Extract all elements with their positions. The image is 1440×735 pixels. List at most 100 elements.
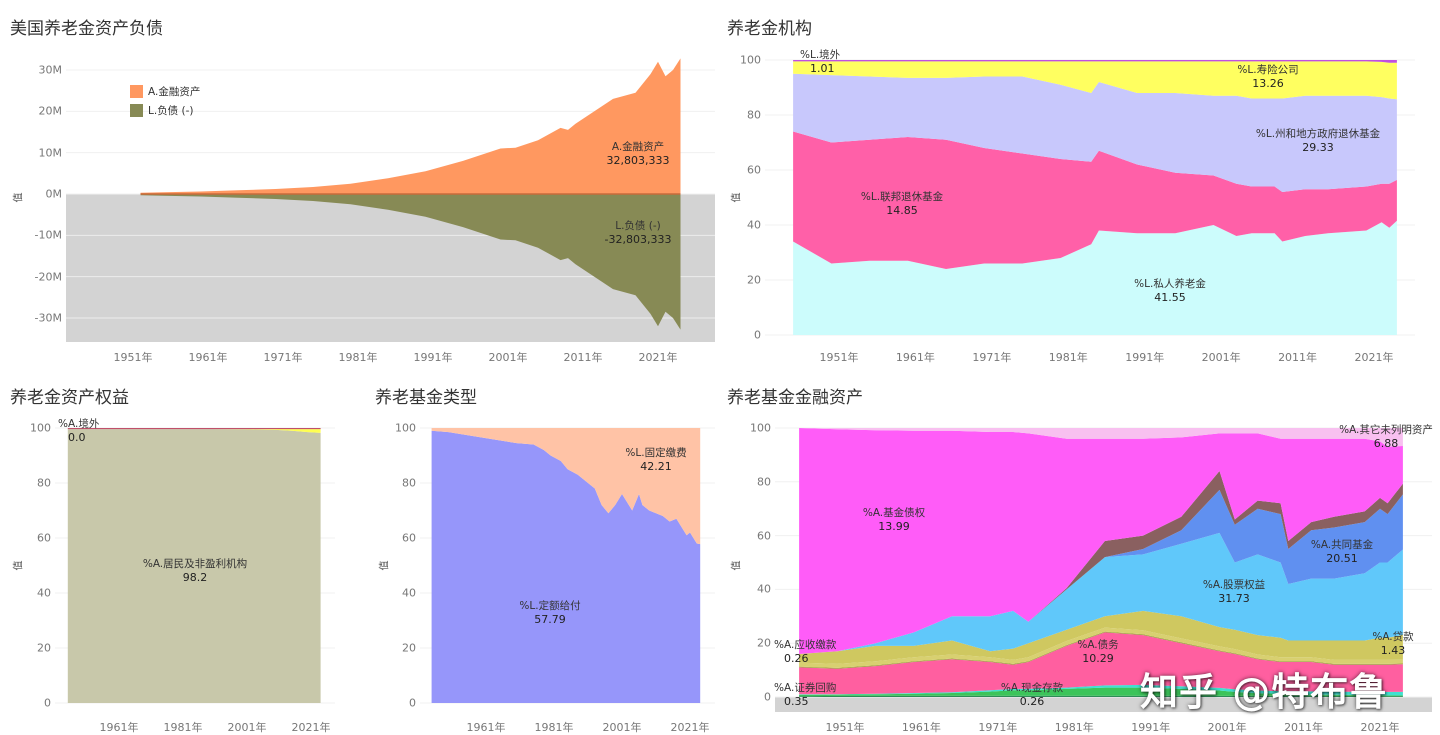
y-tick-label: 80 <box>37 476 51 490</box>
x-tick-label: 1991年 <box>413 351 453 364</box>
data-label-value: 98.2 <box>182 571 208 584</box>
data-label-name: %A.证券回购 <box>774 682 837 694</box>
y-axis-title: 值 <box>379 560 391 571</box>
y-axis-title: 值 <box>13 560 25 571</box>
area-L境外 <box>793 60 1397 63</box>
y-tick-label: 100 <box>395 421 416 435</box>
data-label: %L.私人养老金 41.55 <box>1134 277 1206 305</box>
x-tick-label: 2001年 <box>1201 351 1241 364</box>
area-L寿险公司 <box>793 61 1397 100</box>
y-tick-label: 40 <box>402 586 416 600</box>
y-tick-label: 0 <box>754 328 761 342</box>
x-tick-label: 1971年 <box>978 721 1018 734</box>
x-tick-label: 2011年 <box>563 351 603 364</box>
data-label-value: 20.51 <box>1326 552 1358 565</box>
data-label: L.负债 (-) -32,803,333 <box>605 219 672 247</box>
legend-item: L.负债 (-) <box>130 103 194 118</box>
chart-title: 养老金机构 <box>727 19 812 39</box>
chart-title: 美国养老金资产负债 <box>10 19 163 39</box>
y-tick-label: 60 <box>757 529 771 543</box>
y-tick-label: 80 <box>402 476 416 490</box>
y-tick-label: 60 <box>37 531 51 545</box>
area-A境外 <box>67 428 321 430</box>
data-label-value: 13.99 <box>878 520 910 533</box>
legend-label: A.金融资产 <box>148 86 201 98</box>
y-axis-title: 值 <box>731 560 743 571</box>
x-tick-label: 2011年 <box>1284 721 1324 734</box>
data-label: %A.境外 0.0 <box>58 417 99 445</box>
y-tick-label: 100 <box>750 421 771 435</box>
x-tick-label: 1961年 <box>466 721 506 734</box>
data-label-value: 13.26 <box>1252 77 1284 90</box>
data-label-value: 41.55 <box>1154 291 1186 304</box>
y-tick-label: 80 <box>747 108 761 122</box>
data-label-value: 31.73 <box>1218 592 1250 605</box>
data-label-value: 14.85 <box>886 204 918 217</box>
chart-assets-liabilities <box>66 58 715 342</box>
data-label-value: 0.26 <box>784 652 809 665</box>
area-A证券回购 <box>799 695 1403 697</box>
x-tick-label: 1951年 <box>825 721 865 734</box>
data-label: %A.债务 10.29 <box>1077 638 1118 666</box>
x-tick-label: 2021年 <box>1354 351 1394 364</box>
legend-swatch <box>130 85 143 98</box>
y-tick-label: 20M <box>38 104 63 118</box>
y-tick-label: -20M <box>34 270 62 284</box>
area-A债务 <box>799 632 1403 695</box>
y-tick-label: 40 <box>747 218 761 232</box>
data-label-value: 1.43 <box>1380 644 1406 657</box>
chart-title: 养老基金类型 <box>375 388 477 408</box>
area-A居民及非盈利机构 <box>67 429 321 703</box>
y-tick-label: 0 <box>764 690 771 704</box>
data-label: %A.现金存款 0.26 <box>1001 681 1063 709</box>
data-label-name: %A.其它未列明资产 <box>1339 424 1433 436</box>
y-tick-label: 20 <box>757 636 771 650</box>
legend-swatch <box>130 104 143 117</box>
data-label-name: %A.现金存款 <box>1000 682 1064 694</box>
data-label-value: 42.21 <box>640 460 672 473</box>
area-A贷款 <box>799 627 1403 668</box>
data-label-value: 6.88 <box>1373 437 1399 450</box>
x-tick-label: 2021年 <box>1360 721 1400 734</box>
area-series-1 <box>67 429 321 433</box>
data-label-name: %A.债务 <box>1077 639 1119 651</box>
y-tick-label: 60 <box>402 531 416 545</box>
y-tick-label: -30M <box>34 311 62 325</box>
data-label: %A.股票权益 31.73 <box>1203 578 1265 606</box>
data-label: %L.寿险公司 13.26 <box>1237 63 1298 91</box>
area-L私人养老金 <box>793 220 1397 335</box>
data-label-name: %L.固定缴费 <box>625 447 687 459</box>
data-label-name: %A.共同基金 <box>1310 539 1374 551</box>
chart-asset-equity <box>55 427 335 704</box>
legend-label: L.负债 (-) <box>148 105 194 117</box>
area-A基金债权 <box>799 428 1403 654</box>
area-L固定缴费 <box>431 428 701 545</box>
area-L定额给付 <box>431 430 701 703</box>
y-tick-label: 0 <box>44 696 51 710</box>
x-tick-label: 1981年 <box>163 721 203 734</box>
data-label: %A.居民及非盈利机构 98.2 <box>143 557 247 585</box>
data-label-value: -32,803,333 <box>604 233 672 246</box>
watermark: 知乎 @特布鲁 <box>1140 670 1389 714</box>
data-label-value: 57.79 <box>534 613 566 626</box>
y-tick-label: 10M <box>38 146 63 160</box>
data-label: %L.固定缴费 42.21 <box>625 446 686 474</box>
data-label-name: %A.境外 <box>58 418 100 430</box>
area-series-2 <box>799 684 1403 696</box>
area-A金融资产 <box>140 58 681 195</box>
chart-title: 养老基金金融资产 <box>727 388 863 408</box>
x-tick-label: 1981年 <box>338 351 378 364</box>
area-A股票权益 <box>799 532 1403 654</box>
negative-region-background <box>775 697 1432 712</box>
chart-fund-type <box>420 427 715 704</box>
data-label-name: %A.股票权益 <box>1202 579 1266 591</box>
area-series-6 <box>799 610 1403 664</box>
x-tick-label: 1981年 <box>1048 351 1088 364</box>
data-label-name: %L.私人养老金 <box>1134 278 1206 290</box>
data-label-name: %L.联邦退休基金 <box>860 191 944 203</box>
y-axis-title: 值 <box>13 192 25 203</box>
data-label: %A.贷款 1.43 <box>1372 630 1413 658</box>
data-label: %A.应收缴款 0.26 <box>774 638 836 666</box>
x-tick-label: 1961年 <box>188 351 228 364</box>
